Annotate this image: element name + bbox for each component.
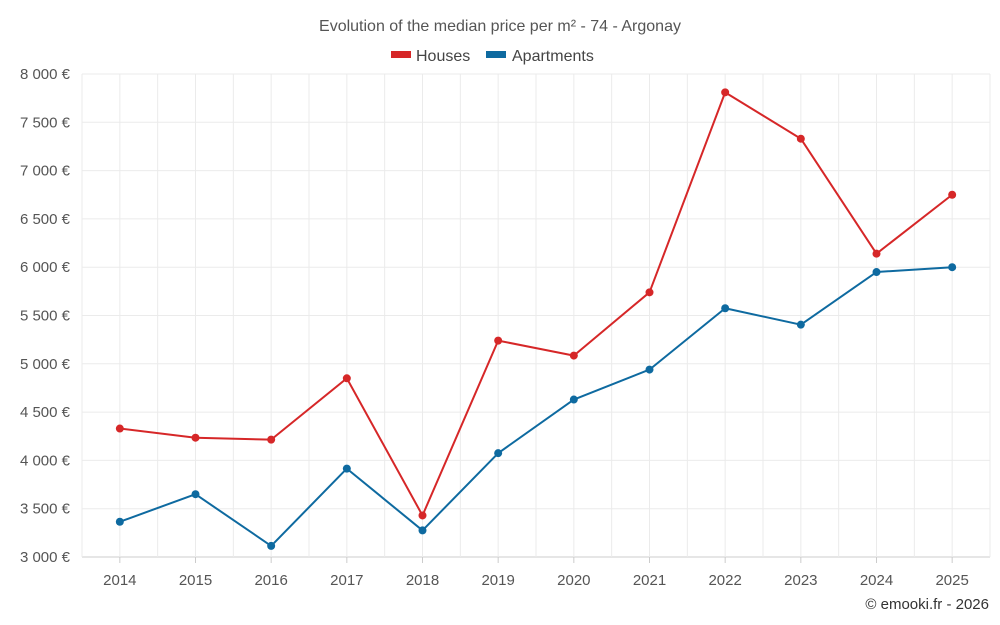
data-point-apartments[interactable]	[115, 517, 124, 526]
x-tick-label: 2025	[935, 572, 968, 589]
data-point-apartments[interactable]	[418, 526, 427, 535]
data-point-houses[interactable]	[569, 351, 578, 360]
data-point-houses[interactable]	[796, 134, 805, 143]
y-tick-label: 3 500 €	[20, 501, 71, 518]
data-point-houses[interactable]	[342, 374, 351, 383]
data-point-houses[interactable]	[948, 190, 957, 199]
data-point-apartments[interactable]	[796, 320, 805, 329]
series-line-houses	[119, 91, 953, 517]
data-point-houses[interactable]	[872, 249, 881, 258]
y-tick-label: 6 000 €	[20, 259, 71, 276]
legend-swatch-apartments	[486, 51, 506, 58]
data-point-houses[interactable]	[721, 88, 730, 97]
x-tick-label: 2021	[633, 572, 666, 589]
chart-title: Evolution of the median price per m² - 7…	[319, 18, 681, 35]
x-tick-label: 2024	[860, 572, 893, 589]
data-point-apartments[interactable]	[569, 395, 578, 404]
data-point-apartments[interactable]	[494, 449, 503, 458]
data-point-apartments[interactable]	[872, 268, 881, 277]
x-tick-label: 2018	[406, 572, 439, 589]
y-tick-label: 3 000 €	[20, 549, 71, 566]
data-point-houses[interactable]	[267, 435, 276, 444]
y-tick-label: 4 500 €	[20, 404, 71, 421]
data-point-apartments[interactable]	[721, 304, 730, 313]
y-tick-label: 8 000 €	[20, 66, 71, 83]
x-tick-label: 2014	[103, 572, 136, 589]
x-tick-label: 2020	[557, 572, 590, 589]
data-point-houses[interactable]	[115, 424, 124, 433]
y-axis-ticks: 3 000 € 3 500 € 4 000 € 4 500 € 5 000 € 5 500…	[20, 66, 71, 566]
x-tick-label: 2015	[179, 572, 212, 589]
legend-label-houses[interactable]: Houses	[416, 48, 470, 65]
x-tick-label: 2016	[254, 572, 287, 589]
x-axis-ticks: 2014 2015 2016 2017 2018 2019 2020 2021 2022 2023…	[103, 572, 969, 589]
data-point-apartments[interactable]	[191, 490, 200, 499]
x-tick-label: 2019	[481, 572, 514, 589]
x-tick-label: 2017	[330, 572, 363, 589]
data-point-apartments[interactable]	[267, 541, 276, 550]
series-line-apartments	[119, 266, 953, 547]
data-point-apartments[interactable]	[342, 464, 351, 473]
y-tick-label: 5 500 €	[20, 308, 71, 325]
chart-credit: © emooki.fr - 2026	[865, 596, 989, 613]
data-point-houses[interactable]	[645, 288, 654, 297]
x-tick-label: 2022	[708, 572, 741, 589]
data-point-houses[interactable]	[191, 433, 200, 442]
legend-swatch-houses	[391, 51, 411, 58]
data-point-houses[interactable]	[494, 336, 503, 345]
series-lines	[115, 88, 957, 550]
legend: Houses Apartments	[391, 48, 594, 65]
y-tick-label: 6 500 €	[20, 211, 71, 228]
grid-lines	[81, 73, 991, 563]
data-point-apartments[interactable]	[645, 365, 654, 374]
y-tick-label: 4 000 €	[20, 452, 71, 469]
legend-label-apartments[interactable]: Apartments	[512, 48, 594, 65]
data-point-apartments[interactable]	[948, 263, 957, 272]
data-point-houses[interactable]	[418, 511, 427, 520]
y-tick-label: 5 000 €	[20, 356, 71, 373]
x-tick-label: 2023	[784, 572, 817, 589]
y-tick-label: 7 500 €	[20, 114, 71, 131]
y-tick-label: 7 000 €	[20, 163, 71, 180]
